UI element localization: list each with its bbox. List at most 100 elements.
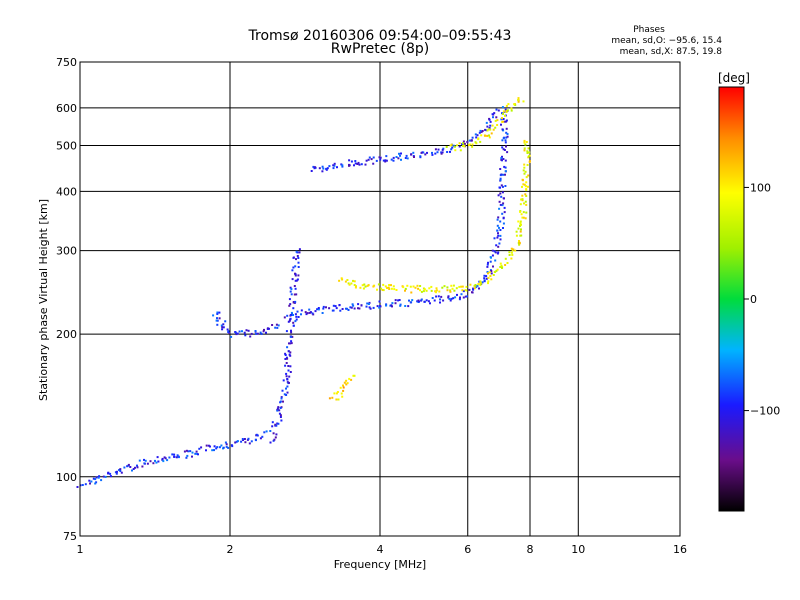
data-point [345,379,348,382]
data-point [510,247,513,250]
data-point [379,156,382,159]
data-point [508,254,511,256]
data-point [280,397,283,400]
data-point [385,159,388,162]
data-point [461,285,464,288]
data-point [446,151,449,153]
data-point [245,329,248,332]
data-point [216,319,219,322]
data-point [292,324,295,327]
data-point [425,289,428,292]
data-point [88,479,91,482]
data-point [162,460,165,463]
data-point [525,195,528,197]
data-point [463,142,466,145]
data-point [520,223,522,226]
data-point [152,462,155,465]
data-point [225,445,228,448]
data-point [498,226,500,229]
data-point [366,302,369,305]
data-point [292,321,295,324]
data-point [107,472,110,475]
data-point [348,159,351,162]
data-point [365,305,368,308]
data-point [420,151,423,154]
data-point [363,283,366,286]
data-point [501,212,504,215]
data-point [502,202,505,205]
data-point [378,306,381,309]
data-point [271,425,274,428]
data-point [394,302,397,305]
data-point [499,203,502,206]
data-point [195,450,198,453]
data-point [498,200,501,203]
data-point [353,374,356,377]
data-point [94,482,97,485]
data-point [426,151,428,154]
data-point [118,469,121,471]
data-point [525,203,528,206]
data-point [489,120,492,123]
data-point [488,136,491,139]
data-point [280,396,283,399]
data-point [294,273,297,276]
data-point [501,204,504,207]
data-point [497,234,500,237]
data-point [493,112,496,115]
data-point [483,277,486,280]
data-point [462,290,465,293]
data-point [286,391,289,394]
data-point [132,468,135,470]
x-tick-label: 4 [377,543,384,556]
data-point [384,159,387,162]
data-point [451,146,454,149]
data-point [334,305,337,308]
data-point [289,318,292,321]
data-point [332,164,335,167]
data-point [497,232,499,235]
data-point [458,145,461,148]
data-point [510,109,513,112]
data-point [275,424,278,427]
data-point [501,120,504,123]
data-point [496,124,499,126]
data-point [290,342,293,345]
data-point [525,141,528,143]
data-point [525,176,528,179]
data-point [493,237,496,240]
data-point [455,287,458,290]
data-point [348,164,350,167]
data-point [499,192,502,195]
data-point [265,331,267,334]
data-point [526,164,529,166]
data-point [342,386,345,389]
x-tick-label: 8 [527,543,534,556]
data-point [280,419,283,422]
data-point [294,300,297,303]
data-point [519,220,522,223]
data-point [287,369,290,372]
data-point [439,301,441,304]
data-point [404,287,407,290]
data-point [339,386,342,389]
plot-frame [79,61,681,537]
data-point [311,312,314,315]
data-point [294,313,297,316]
data-point [499,177,502,180]
data-point [483,274,486,277]
data-point [517,220,520,223]
data-point [114,471,117,474]
data-point [276,409,279,412]
data-point [486,265,489,268]
data-point [358,307,361,310]
data-point [416,284,419,287]
data-point [221,328,224,331]
data-point [430,289,433,292]
data-point [156,456,159,459]
data-point [284,358,287,360]
data-point [321,165,324,168]
data-point [448,297,451,300]
data-point [483,280,486,283]
data-point [283,393,286,396]
